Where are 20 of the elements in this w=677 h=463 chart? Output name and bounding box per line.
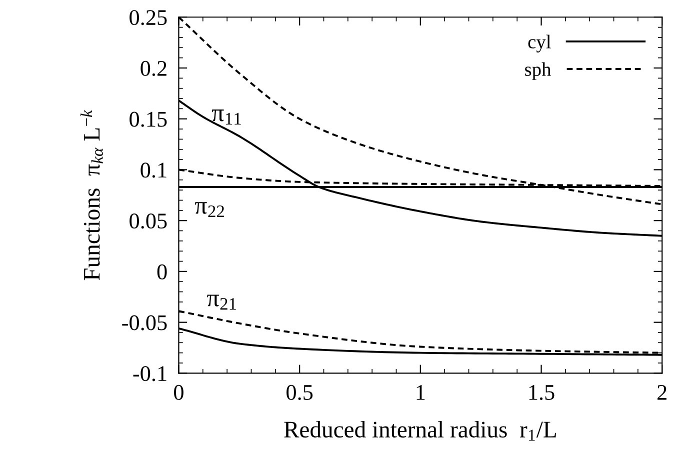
x-axis-title: Reduced internal radius r$_{1}$/L	[284, 420, 556, 441]
x-tick-label: 1	[416, 385, 425, 400]
y-tick-label: -0.05	[122, 315, 167, 330]
x-tick-label: 2	[658, 384, 666, 400]
y-tick-label: 0.25	[130, 10, 167, 26]
annotation: π$_{21}$	[207, 294, 236, 310]
x-tick-label: 0	[174, 384, 184, 400]
y-tick-label: 0.05	[130, 214, 167, 229]
legend-label: sph	[525, 62, 552, 80]
x-tick-label: 0.5	[286, 384, 313, 400]
y-tick-label: 0.1	[140, 162, 166, 178]
x-tick-label: 1.5	[529, 385, 554, 400]
legend-label: cyl	[528, 34, 551, 52]
y-tick-label: 0.15	[130, 112, 167, 127]
annotation: π$_{11}$	[212, 110, 241, 124]
y-tick-label: -0.1	[133, 366, 166, 382]
annotation: π$_{22}$	[194, 202, 224, 218]
y-tick-label: 0	[157, 264, 167, 280]
y-axis-title: Functions π$_{kα}$ L$^{−k}$	[80, 110, 103, 280]
y-tick-label: 0.2	[140, 60, 166, 76]
